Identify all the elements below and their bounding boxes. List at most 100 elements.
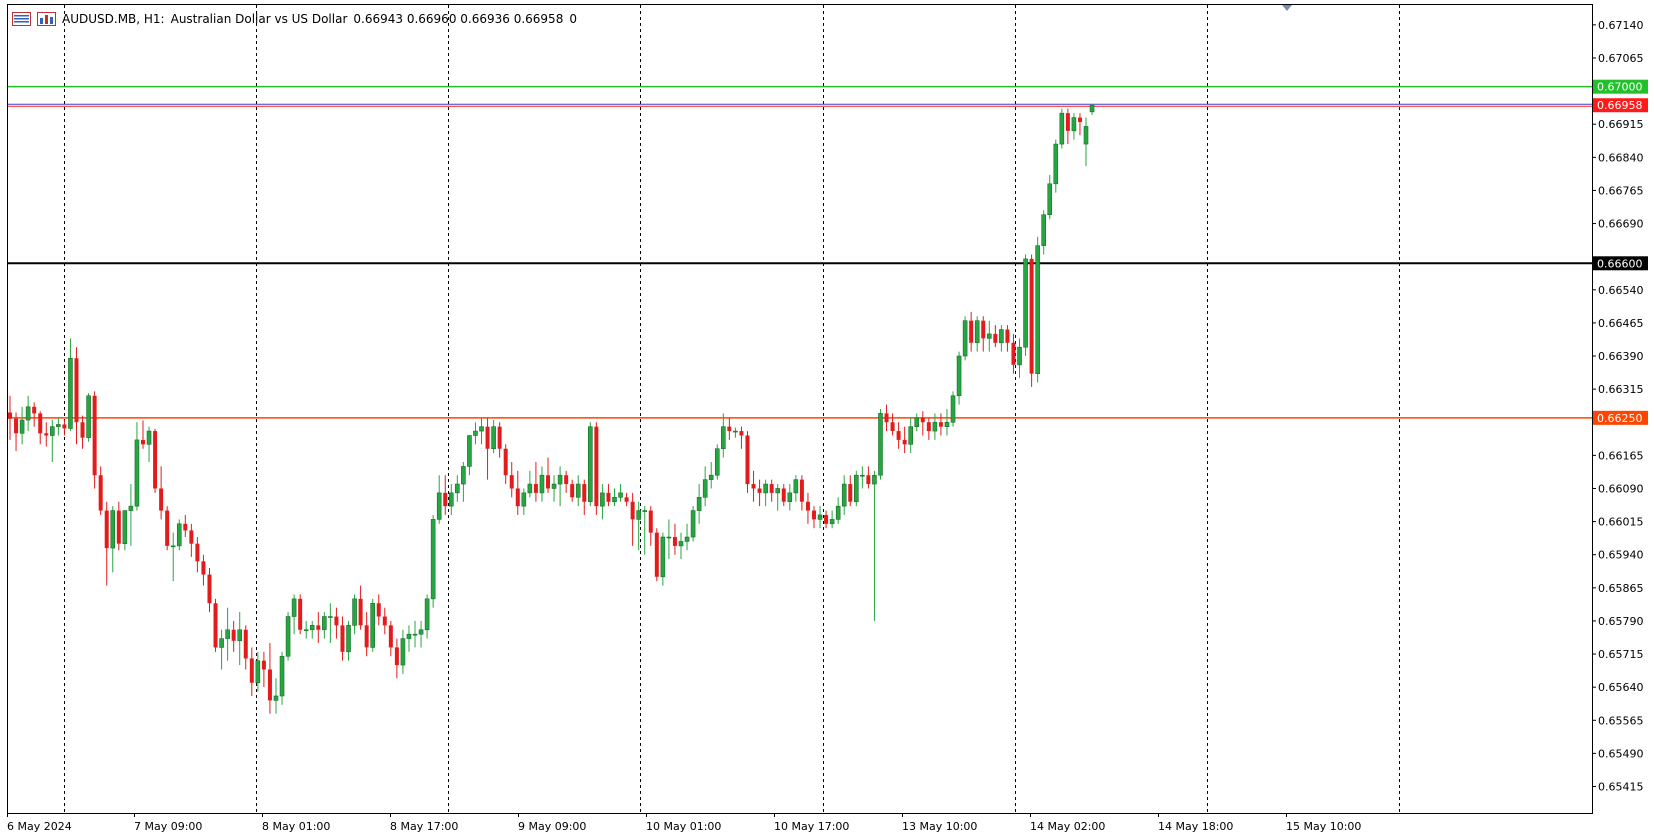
bull-candle-body <box>176 523 182 547</box>
bear-candle-body <box>243 629 248 659</box>
candle <box>533 461 538 502</box>
bear-candle-body <box>926 422 931 432</box>
bull-candle-body <box>56 424 61 427</box>
price-tick-label: 0.65940 <box>1598 549 1644 562</box>
candle <box>938 413 943 436</box>
candle <box>835 497 841 524</box>
candle <box>908 417 914 454</box>
candle <box>273 678 279 714</box>
bull-candle-body <box>146 430 152 445</box>
symbol-description: Australian Dollar vs US Dollar <box>170 12 348 26</box>
candle <box>1029 254 1034 387</box>
candle <box>491 420 496 454</box>
candle <box>733 427 738 438</box>
bid-level-tag <box>1593 98 1648 113</box>
candle <box>817 506 823 529</box>
candle <box>588 422 593 507</box>
bear-candle-body <box>376 603 381 617</box>
bull-candle-body <box>25 406 31 421</box>
bear-candle-body <box>249 658 254 683</box>
candle <box>944 409 950 436</box>
bull-candle-body <box>853 474 859 503</box>
candle <box>376 594 381 626</box>
time-label: 15 May 10:00 <box>1286 820 1361 833</box>
candle <box>1047 174 1053 220</box>
bear-candle-body <box>824 514 829 524</box>
bear-candle-body <box>80 422 85 438</box>
bull-candle-body <box>962 320 968 357</box>
price-tick-label: 0.66090 <box>1598 482 1644 495</box>
bear-candle-body <box>195 543 200 562</box>
bear-candle-body <box>62 424 67 429</box>
candle <box>382 607 387 635</box>
bull-candle-body <box>322 616 327 631</box>
bull-candle-body <box>436 492 442 520</box>
bull-candle-body <box>430 519 436 600</box>
candle <box>479 417 484 445</box>
candle <box>515 470 520 515</box>
candle <box>1011 333 1016 374</box>
candle <box>678 532 684 560</box>
bear-candle-body <box>672 537 677 546</box>
bull-candle-body <box>763 483 768 494</box>
candle <box>231 620 236 652</box>
depth-of-market-icon[interactable] <box>37 12 56 26</box>
green-level-tag <box>1593 79 1648 94</box>
bull-candle-body <box>461 466 466 485</box>
candle <box>660 532 666 586</box>
level-labels: 0.67000 0.66958 0.66600 0.66250 <box>1593 79 1648 425</box>
bull-candle-body <box>467 435 472 467</box>
bear-candle-body <box>231 629 236 641</box>
candle <box>122 510 128 551</box>
bear-candle-body <box>1011 342 1016 365</box>
bear-candle-body <box>201 561 206 575</box>
bull-candle-body <box>291 598 297 617</box>
candle <box>176 519 182 551</box>
chart-header: AUDUSD.MB, H1: Australian Dollar vs US D… <box>12 10 577 28</box>
candle <box>969 311 974 352</box>
candle <box>884 404 889 432</box>
order-book-icon[interactable] <box>12 12 31 26</box>
price-tick-label: 0.66015 <box>1598 516 1644 529</box>
bull-candle-body <box>1047 183 1053 216</box>
horizontal-levels[interactable] <box>8 85 1592 419</box>
candle <box>62 420 67 436</box>
bull-candle-body <box>872 474 877 485</box>
scroll-marker-icon[interactable] <box>1282 5 1292 11</box>
candle <box>285 612 291 661</box>
candle <box>853 470 859 507</box>
bear-candle-body <box>261 660 266 670</box>
candle <box>624 492 629 507</box>
time-label: 14 May 02:00 <box>1030 820 1105 833</box>
candle <box>364 612 369 657</box>
candle <box>527 470 533 498</box>
bull-candle-body <box>346 625 351 653</box>
candle <box>739 426 744 449</box>
bull-candle-body <box>219 638 224 648</box>
candle <box>56 417 61 436</box>
bull-candle-body <box>557 474 563 485</box>
candle <box>298 594 303 635</box>
candle <box>497 422 502 458</box>
candle <box>878 409 883 480</box>
candle <box>473 422 478 445</box>
candle <box>841 475 847 515</box>
bull-candle-body <box>128 505 134 511</box>
candle <box>546 457 551 493</box>
candle <box>721 413 726 458</box>
bear-candle-body <box>104 510 109 549</box>
bear-candle-body <box>388 625 393 648</box>
candle <box>769 479 774 502</box>
bear-candle-body <box>485 426 490 449</box>
candle <box>1017 338 1022 379</box>
bear-candle-body <box>938 422 943 427</box>
candle <box>872 470 877 621</box>
bear-candle-body <box>140 439 145 445</box>
candle <box>618 484 623 502</box>
candle <box>219 629 224 670</box>
candle <box>1041 210 1046 255</box>
price-tick-label: 0.66390 <box>1598 350 1644 363</box>
candle <box>1089 104 1095 115</box>
price-tick-label: 0.65715 <box>1598 648 1644 661</box>
